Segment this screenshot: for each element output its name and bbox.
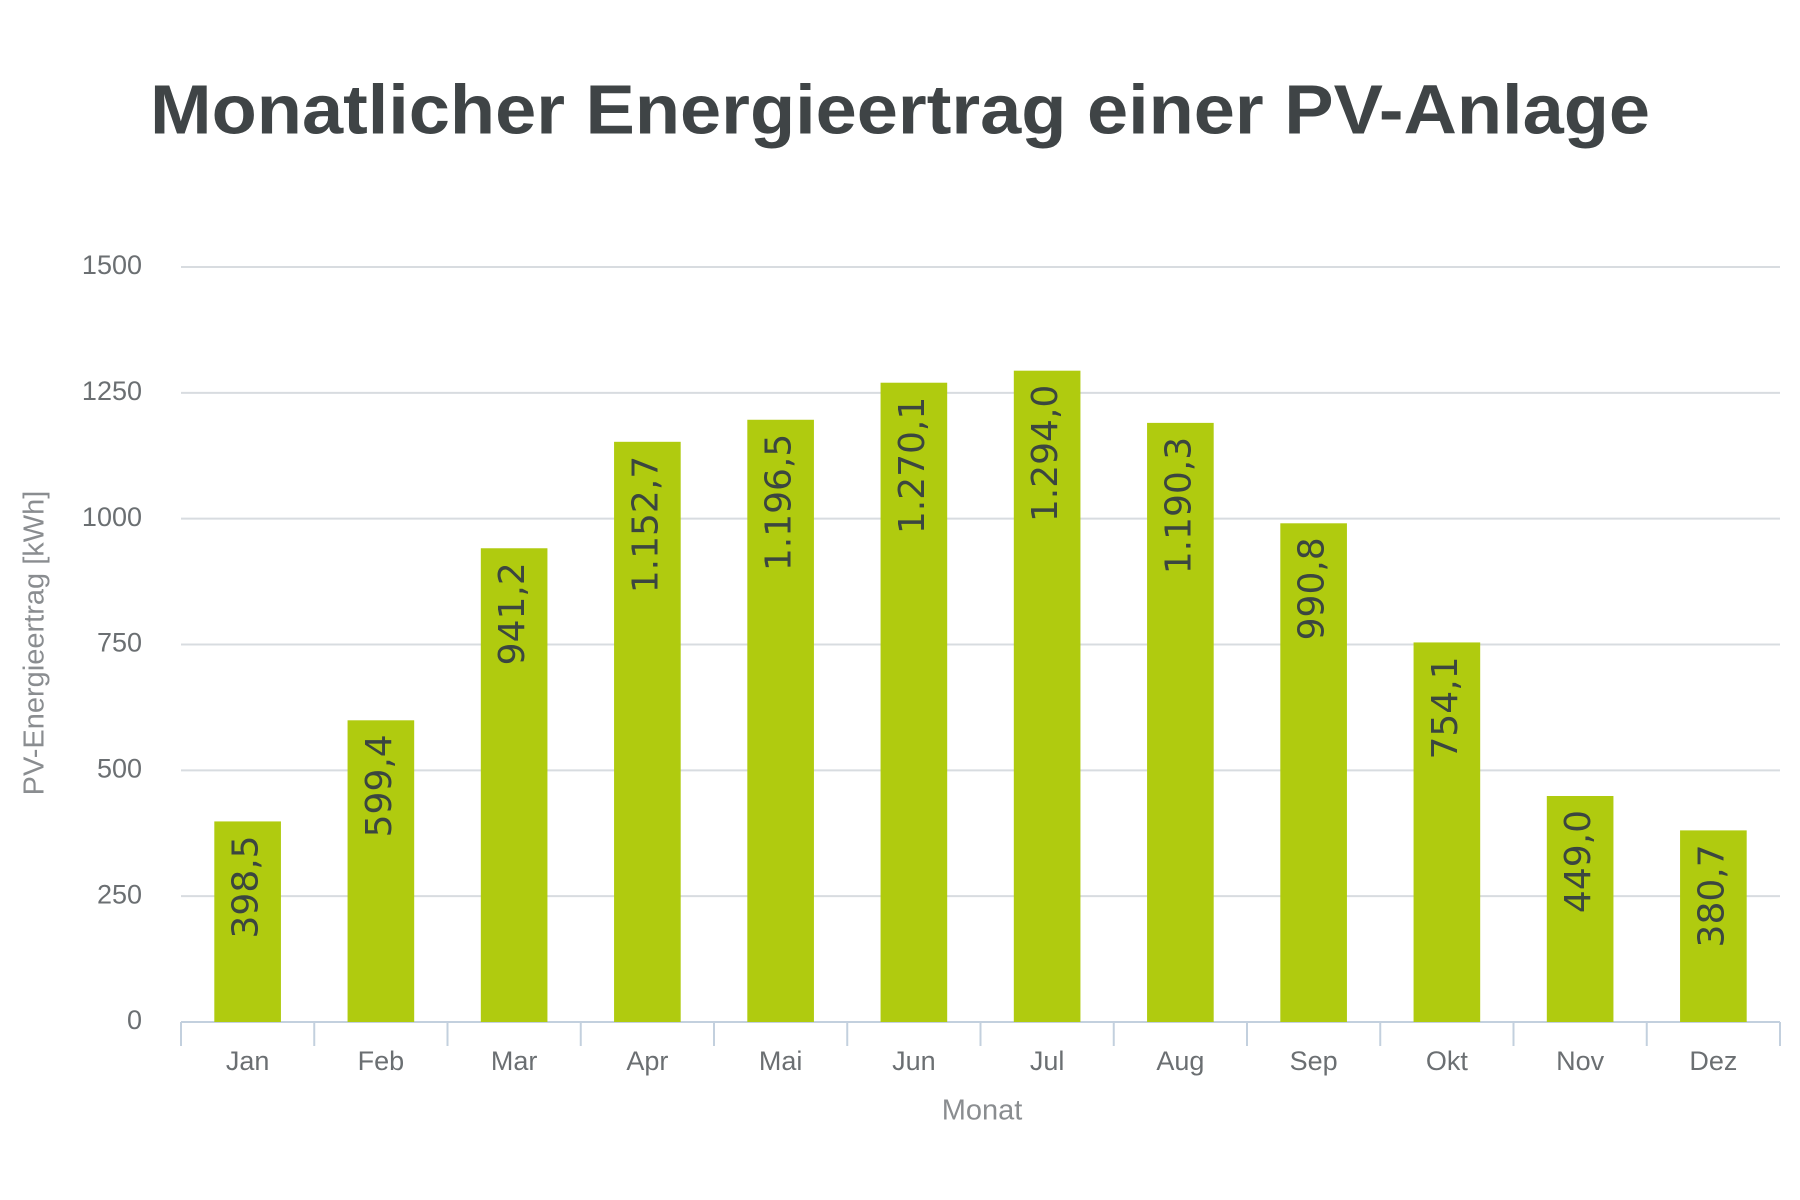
x-tick-label: Jul [1030, 1046, 1065, 1076]
value-label: 380,7 [1691, 844, 1732, 947]
bar [1013, 370, 1081, 1023]
value-label: 1.270,1 [892, 397, 933, 534]
x-tick-label: Jan [226, 1046, 270, 1076]
value-label: 599,4 [359, 734, 400, 837]
value-label: 990,8 [1292, 537, 1333, 640]
value-label: 941,2 [492, 562, 533, 665]
x-tick-label: Okt [1426, 1046, 1469, 1076]
bar [747, 419, 814, 1022]
x-tick-label: Dez [1689, 1046, 1737, 1076]
bar [347, 720, 415, 1022]
x-tick-label: Apr [626, 1046, 668, 1076]
value-label: 1.196,5 [759, 434, 800, 571]
y-tick-label: 0 [127, 1005, 142, 1035]
x-tick-label: Nov [1556, 1046, 1605, 1076]
x-tick-label: Jun [892, 1046, 936, 1076]
value-label: 754,1 [1425, 656, 1466, 759]
bar [880, 382, 948, 1023]
value-label: 1.190,3 [1158, 437, 1199, 574]
y-tick-label: 1250 [82, 376, 142, 406]
bar [1680, 830, 1747, 1022]
bar [1546, 796, 1614, 1022]
x-tick-label: Mar [491, 1046, 538, 1076]
y-tick-label: 500 [97, 753, 142, 783]
y-axis-title: PV-Energieertrag [kWh] [19, 491, 51, 796]
bar [1280, 523, 1347, 1022]
x-axis-title: Monat [942, 1095, 1023, 1127]
value-label: 1.294,0 [1025, 385, 1066, 522]
y-tick-label: 1000 [82, 502, 142, 532]
x-tick-label: Mai [759, 1046, 803, 1076]
bar [614, 441, 681, 1022]
bar [1413, 642, 1481, 1022]
y-tick-label: 750 [97, 628, 142, 658]
value-label: 449,0 [1558, 810, 1599, 913]
value-label: 398,5 [226, 835, 267, 938]
x-tick-label: Aug [1156, 1046, 1204, 1076]
y-tick-label: 250 [97, 879, 142, 909]
y-tick-label: 1500 [82, 250, 142, 280]
chart-title: Monatlicher Energieertrag einer PV-Anlag… [150, 70, 1650, 148]
x-tick-label: Feb [358, 1046, 405, 1076]
bar [480, 548, 548, 1022]
x-tick-label: Sep [1290, 1046, 1338, 1076]
bar [214, 821, 281, 1022]
value-label: 1.152,7 [625, 456, 666, 593]
bar [1147, 422, 1214, 1022]
